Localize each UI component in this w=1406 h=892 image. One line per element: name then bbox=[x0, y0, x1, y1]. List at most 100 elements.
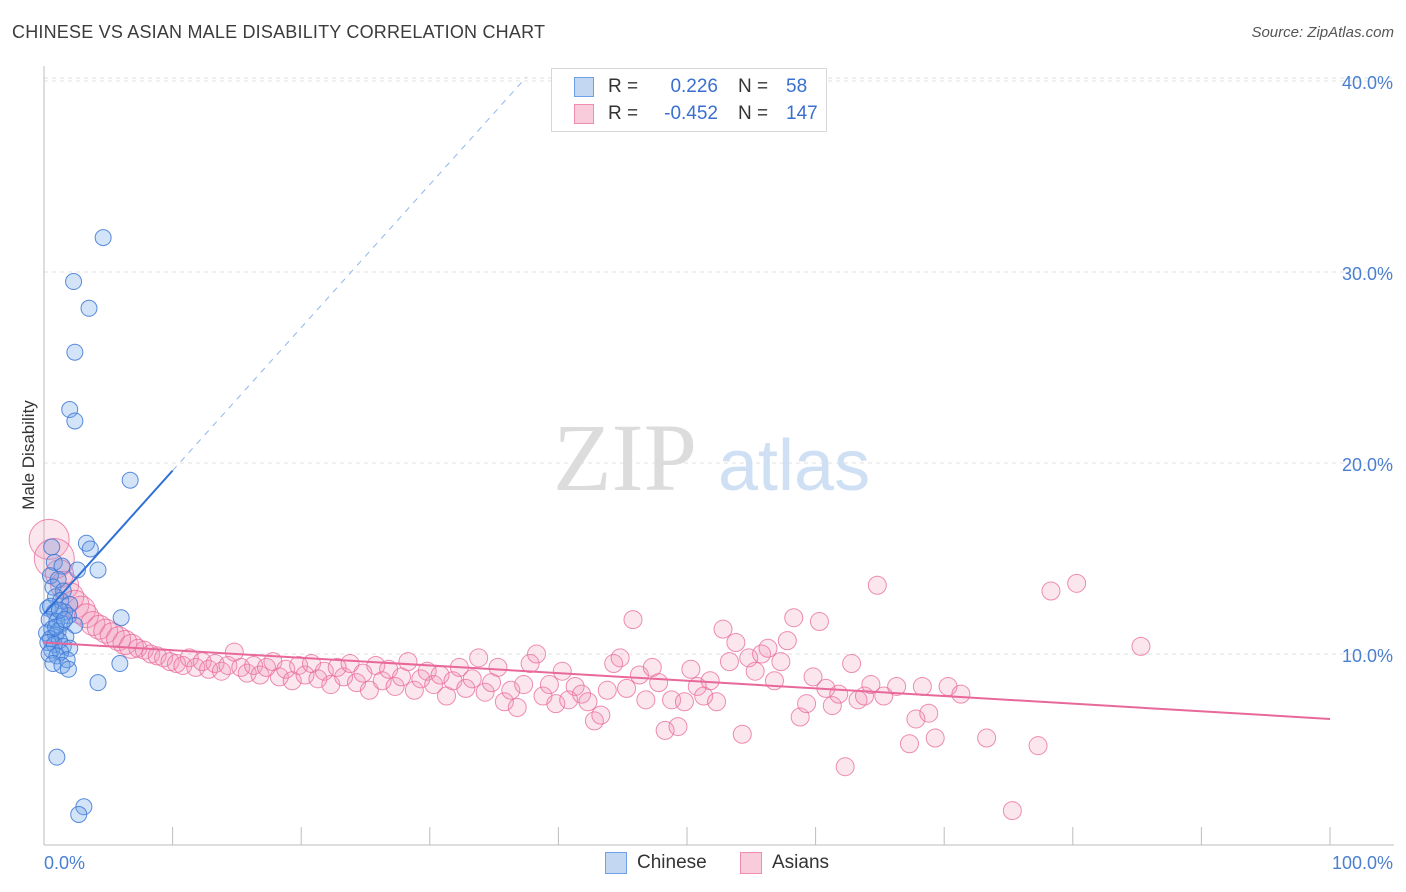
asians-point bbox=[507, 697, 527, 717]
asians-point bbox=[707, 692, 727, 712]
watermark: ZIP atlas bbox=[553, 404, 870, 511]
asians-point bbox=[803, 667, 823, 687]
watermark-atlas: atlas bbox=[718, 426, 870, 506]
asians-point bbox=[269, 667, 289, 687]
asians-point bbox=[636, 690, 656, 710]
asians-point bbox=[372, 671, 392, 691]
asians-point bbox=[1041, 581, 1061, 601]
chinese-point bbox=[66, 343, 84, 361]
asians-point bbox=[899, 734, 919, 754]
asians-point bbox=[494, 692, 514, 712]
chinese-point bbox=[43, 538, 61, 556]
asians-point bbox=[552, 661, 572, 681]
asians-point bbox=[777, 631, 797, 651]
asians-point bbox=[86, 614, 112, 640]
legend-n-value: 58 bbox=[786, 76, 808, 97]
asians-point bbox=[610, 648, 630, 668]
axes bbox=[43, 66, 1394, 846]
y-tick-label: 20.0% bbox=[1342, 455, 1393, 475]
asians-point bbox=[295, 665, 315, 685]
y-tick-label: 40.0% bbox=[1342, 73, 1393, 93]
chinese-point bbox=[121, 471, 139, 489]
asians-point bbox=[867, 575, 887, 595]
chinese-point bbox=[80, 299, 98, 317]
asians-point bbox=[1131, 636, 1151, 656]
asians-point bbox=[906, 709, 926, 729]
asians-point bbox=[565, 676, 585, 696]
asians-point bbox=[887, 676, 907, 696]
chinese-point bbox=[56, 611, 74, 629]
chinese-point bbox=[81, 540, 99, 558]
chinese-point bbox=[112, 609, 130, 627]
asians-point bbox=[912, 676, 932, 696]
asians-point bbox=[340, 654, 360, 674]
asians-point bbox=[411, 669, 431, 689]
bottom-legend-swatch-asians bbox=[740, 852, 762, 874]
asians-point bbox=[514, 675, 534, 695]
bottom-legend-chinese[interactable]: Chinese bbox=[605, 852, 707, 874]
asians-point bbox=[1028, 736, 1048, 756]
asians-point bbox=[925, 728, 945, 748]
bottom-legend-label-chinese: Chinese bbox=[637, 852, 707, 873]
asians-point bbox=[179, 648, 199, 668]
source-label: Source: ZipAtlas.com bbox=[1251, 24, 1394, 41]
legend-r-label: R = bbox=[608, 103, 639, 124]
asians-point bbox=[1002, 801, 1022, 821]
asians-point bbox=[385, 676, 405, 696]
asians-point bbox=[758, 638, 778, 658]
asians-point bbox=[726, 633, 746, 653]
asians-point bbox=[842, 654, 862, 674]
asians-point bbox=[681, 659, 701, 679]
asians-point bbox=[655, 720, 675, 740]
asians-point bbox=[106, 626, 132, 652]
asians-point bbox=[250, 665, 270, 685]
asians-point bbox=[308, 669, 328, 689]
asians-point bbox=[732, 724, 752, 744]
y-axis-title: Male Disability bbox=[19, 400, 38, 510]
chinese-point bbox=[48, 748, 66, 766]
asians-point bbox=[147, 646, 167, 666]
asians-point bbox=[591, 705, 611, 725]
asians-point bbox=[861, 675, 881, 695]
legend-r-value: -0.452 bbox=[664, 103, 718, 124]
asians-point bbox=[713, 619, 733, 639]
chinese-point bbox=[65, 273, 83, 291]
legend-r-label: R = bbox=[608, 76, 639, 97]
asians-point bbox=[456, 678, 476, 698]
asians-point bbox=[527, 644, 547, 664]
bottom-legend-label-asians: Asians bbox=[772, 852, 830, 873]
tick-labels: 10.0% 20.0% 30.0% 40.0% 0.0% 100.0% bbox=[44, 73, 1393, 873]
asians-trend-line bbox=[43, 641, 1331, 720]
chinese-point bbox=[70, 805, 88, 823]
asians-point bbox=[1067, 573, 1087, 593]
asians-point bbox=[166, 654, 186, 674]
chinese-point bbox=[94, 229, 112, 247]
chinese-point bbox=[59, 660, 77, 678]
legend: R = 0.226 N = 58 R = -0.452 N = 147 bbox=[551, 68, 827, 132]
y-tick-label: 10.0% bbox=[1342, 646, 1393, 666]
asians-point bbox=[488, 657, 508, 677]
asians-point bbox=[572, 684, 592, 704]
asians-point bbox=[809, 612, 829, 632]
asians-point bbox=[674, 692, 694, 712]
asians-point bbox=[977, 728, 997, 748]
bottom-legend-asians[interactable]: Asians bbox=[740, 852, 829, 874]
asians-point bbox=[597, 680, 617, 700]
chinese-point bbox=[89, 561, 107, 579]
chinese-point bbox=[66, 412, 84, 430]
legend-n-label: N = bbox=[738, 103, 769, 124]
asians-point bbox=[668, 717, 688, 737]
legend-row-asians: R = -0.452 N = 147 bbox=[574, 103, 818, 125]
chinese-point bbox=[111, 655, 129, 673]
asians-point bbox=[276, 659, 296, 679]
chinese-trend-line bbox=[43, 469, 174, 615]
legend-r-value: 0.226 bbox=[670, 76, 718, 97]
x-tick-label: 100.0% bbox=[1332, 853, 1393, 873]
asians-point bbox=[546, 694, 566, 714]
asians-point bbox=[617, 678, 637, 698]
legend-n-value: 147 bbox=[786, 103, 818, 124]
chinese-point bbox=[50, 601, 68, 619]
chinese-trend-extension bbox=[172, 76, 527, 471]
asians-point bbox=[327, 657, 347, 677]
asians-point bbox=[73, 603, 99, 629]
